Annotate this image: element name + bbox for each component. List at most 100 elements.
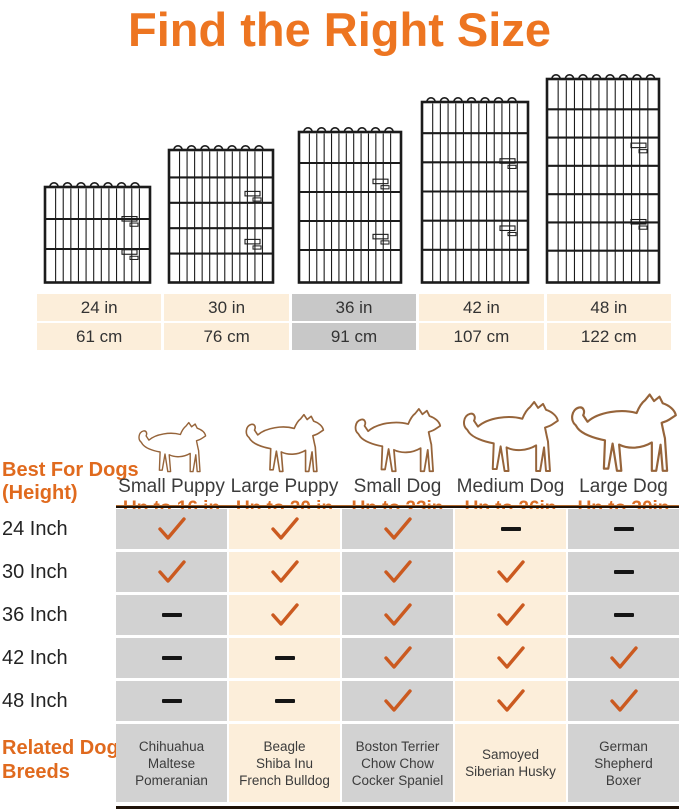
matrix-cell [568, 552, 679, 592]
dog-size-name: Small Dog [353, 476, 442, 497]
matrix-cell [229, 509, 340, 549]
breed-name: Cocker Spaniel [351, 772, 444, 788]
matrix-top-divider [116, 505, 679, 508]
breed-name: Boxer [605, 772, 642, 788]
related-breeds-label-line2: Breeds [2, 761, 70, 783]
small-puppy-dog-icon [137, 421, 206, 473]
best-for-dogs-label-line1: Best For Dogs [2, 459, 139, 481]
dash-icon [274, 699, 295, 703]
dog-size-name: Medium Dog [456, 476, 565, 497]
check-icon [383, 603, 412, 626]
matrix-cell [116, 509, 227, 549]
check-icon [383, 646, 412, 669]
breed-name: Boston Terrier [355, 738, 440, 754]
related-breeds-row: Chihuahua Maltese Pomeranian Beagle Shiba In… [116, 724, 679, 802]
dash-icon [613, 527, 634, 531]
best-for-dogs-label: Best For Dogs (Height) [2, 459, 139, 505]
matrix-cell [455, 681, 566, 721]
crate-panel-24-in [43, 182, 152, 284]
crate-panels-row [0, 0, 679, 290]
medium-dog-dog-icon [463, 400, 559, 473]
dash-icon [161, 699, 182, 703]
dog-size-name: Large Dog [579, 476, 668, 497]
dash-icon [613, 570, 634, 574]
crate-panel-36-in [297, 127, 403, 284]
related-breeds-label: Related Dog Breeds [2, 736, 119, 784]
matrix-row-label: 36 Inch [2, 603, 68, 626]
breed-name: Chihuahua [138, 738, 205, 754]
matrix-cell [229, 638, 340, 678]
matrix-row-label: 42 Inch [2, 646, 68, 669]
check-icon [270, 517, 299, 540]
matrix-row-cells [116, 595, 679, 635]
matrix-cell [342, 638, 453, 678]
dog-column-large-puppy: Large PuppyUp to 20 in [229, 392, 340, 519]
check-icon [496, 646, 525, 669]
matrix-cell [342, 509, 453, 549]
matrix-cell [455, 638, 566, 678]
breed-cell: Samoyed Siberian Husky [455, 724, 566, 802]
size-inches-value: 48 in [546, 294, 671, 321]
dash-icon [274, 656, 295, 660]
compatibility-matrix: 24 Inch 30 Inch 36 Inch 42 Inch 48 Inch [0, 509, 679, 724]
bottom-divider [116, 806, 679, 809]
breed-name: Maltese [147, 755, 196, 771]
breed-cell: Boston Terrier Chow Chow Cocker Spaniel [342, 724, 453, 802]
best-for-dogs-label-line2: (Height) [2, 482, 78, 504]
breed-name: Shiba Inu [255, 755, 314, 771]
large-dog-dog-icon [571, 393, 677, 472]
check-icon [383, 517, 412, 540]
matrix-row-cells [116, 638, 679, 678]
matrix-row-48-inch: 48 Inch [0, 681, 679, 721]
size-cm-value: 76 cm [164, 323, 289, 350]
dash-icon [161, 613, 182, 617]
dog-column-small-puppy: Small PuppyUp to 16 in [116, 392, 227, 519]
matrix-row-cells [116, 552, 679, 592]
matrix-cell [342, 595, 453, 635]
matrix-row-label: 48 Inch [2, 689, 68, 712]
size-column-48-in: 48 in 122 cm [546, 294, 671, 350]
dog-column-medium-dog: Medium DogUp to 26in [455, 392, 566, 519]
check-icon [270, 603, 299, 626]
matrix-row-42-inch: 42 Inch [0, 638, 679, 678]
dash-icon [500, 527, 521, 531]
matrix-row-label: 24 Inch [2, 517, 68, 540]
check-icon [496, 603, 525, 626]
matrix-row-cells [116, 681, 679, 721]
matrix-cell [455, 552, 566, 592]
breed-name: Samoyed [481, 747, 540, 762]
size-cm-value: 122 cm [546, 323, 671, 350]
dog-size-header-row: Small PuppyUp to 16 inLarge PuppyUp to 2… [116, 392, 679, 519]
breed-name: French Bulldog [239, 772, 330, 788]
page-title: Find the Right Size [128, 3, 551, 56]
breed-cell: German Shepherd Boxer [568, 724, 679, 802]
crate-panel-48-in [545, 74, 661, 284]
matrix-cell [342, 681, 453, 721]
size-column-42-in: 42 in 107 cm [419, 294, 544, 350]
matrix-row-label: 30 Inch [2, 560, 68, 583]
matrix-cell [568, 595, 679, 635]
matrix-cell [116, 552, 227, 592]
size-inches-value: 42 in [419, 294, 544, 321]
matrix-cell [116, 595, 227, 635]
matrix-cell [568, 638, 679, 678]
size-inches-value: 30 in [164, 294, 289, 321]
matrix-row-30-inch: 30 Inch [0, 552, 679, 592]
dog-size-name: Large Puppy [230, 476, 339, 497]
dash-icon [613, 613, 634, 617]
breed-name: Chow Chow [361, 755, 434, 771]
matrix-cell [116, 681, 227, 721]
check-icon [496, 689, 525, 712]
breed-name: Beagle [263, 738, 306, 754]
dog-column-small-dog: Small DogUp to 23in [342, 392, 453, 519]
small-dog-dog-icon [354, 408, 442, 473]
check-icon [157, 560, 186, 583]
size-column-30-in: 30 in 76 cm [164, 294, 289, 350]
breed-cell: Chihuahua Maltese Pomeranian [116, 724, 227, 802]
crate-panel-42-in [420, 97, 530, 284]
matrix-cell [229, 595, 340, 635]
breed-name: German [599, 738, 648, 754]
check-icon [383, 689, 412, 712]
